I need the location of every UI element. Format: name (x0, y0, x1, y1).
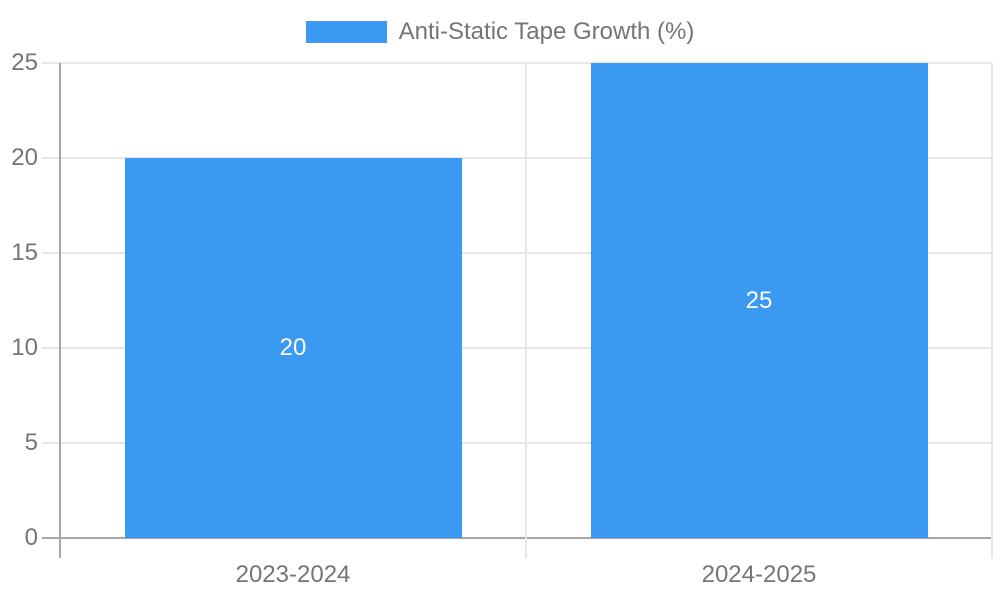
y-tick-label: 20 (11, 144, 38, 171)
bar-value-label: 25 (745, 286, 773, 314)
chart-legend[interactable]: Anti-Static Tape Growth (%) (0, 18, 1000, 46)
y-tick-label: 0 (24, 524, 38, 551)
x-axis-baseline (42, 537, 992, 539)
bar (124, 158, 462, 538)
y-axis-line (59, 63, 61, 558)
x-tick-label: 2023-2024 (235, 561, 351, 588)
y-tick-label: 10 (11, 334, 38, 361)
y-tick-label: 25 (11, 49, 38, 76)
bar-value-label: 20 (279, 334, 307, 361)
y-gridline (42, 347, 992, 349)
y-gridline (42, 252, 992, 254)
x-tick-label: 2024-2025 (701, 561, 817, 588)
bar (590, 63, 928, 538)
y-gridline (42, 442, 992, 444)
y-gridline (42, 157, 992, 159)
x-gridline (525, 63, 527, 558)
legend-swatch-icon (305, 21, 387, 43)
y-tick-label: 5 (24, 429, 38, 456)
y-tick-label: 15 (11, 239, 38, 266)
legend-label: Anti-Static Tape Growth (%) (398, 18, 695, 45)
x-gridline (991, 63, 993, 558)
y-gridline (42, 62, 992, 64)
